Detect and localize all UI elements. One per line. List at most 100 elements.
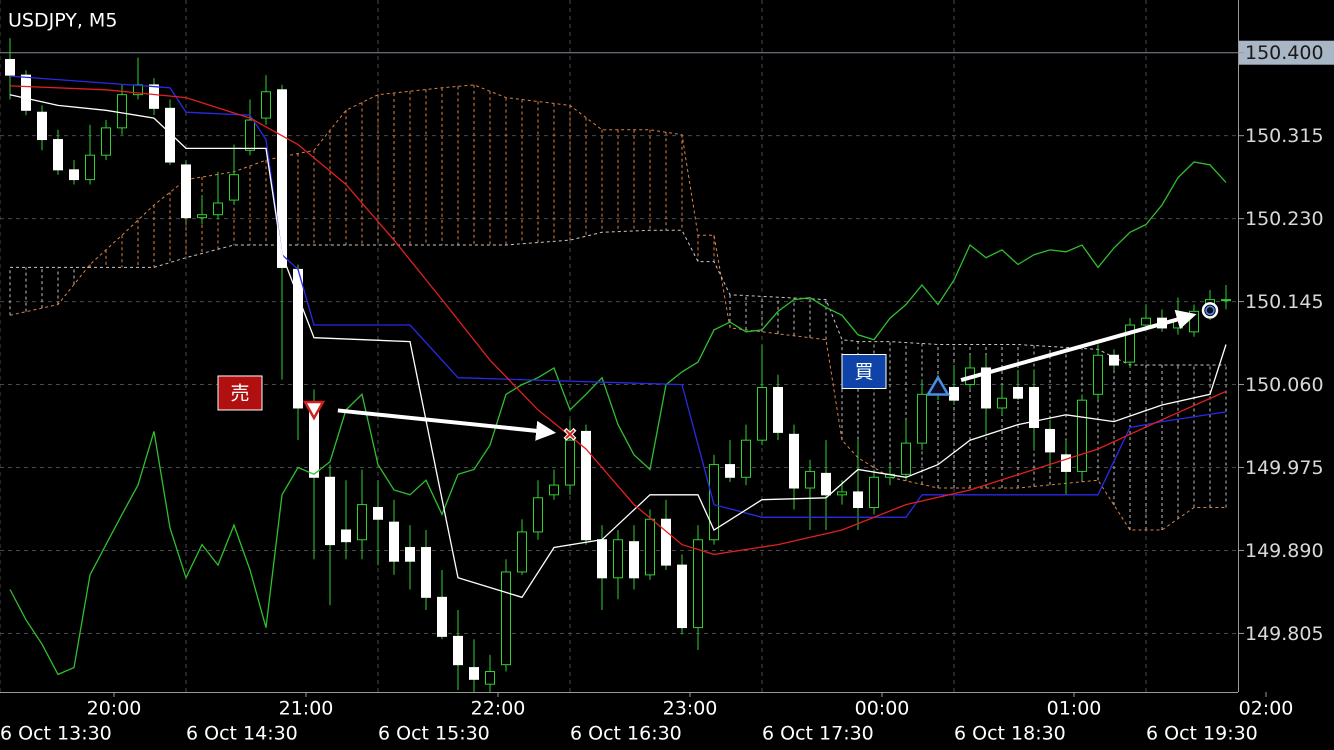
candle-body <box>357 504 367 541</box>
candle-body <box>181 164 191 219</box>
candle-body <box>597 539 607 579</box>
candle-body <box>405 547 415 562</box>
candle-body <box>277 89 287 268</box>
candle-body <box>901 442 911 475</box>
y-tick-label: 150.315 <box>1245 125 1324 147</box>
candle-body <box>853 491 863 509</box>
candle-body <box>373 507 383 520</box>
chart-title: USDJPY, M5 <box>8 10 117 32</box>
candle-body <box>837 491 847 496</box>
candle-body <box>949 386 959 401</box>
candle-body <box>1029 386 1039 428</box>
candle-body <box>21 74 31 111</box>
y-tick-label: 149.805 <box>1245 623 1324 645</box>
candle-body <box>517 531 527 573</box>
candle-body <box>549 484 559 496</box>
candle-body <box>981 367 991 409</box>
candle-body <box>485 671 495 685</box>
candle-body <box>1045 428 1055 453</box>
candle-body <box>805 470 815 489</box>
indicator-line <box>9 75 1227 518</box>
candle-body <box>613 539 623 579</box>
candle-body <box>917 393 927 444</box>
candle-body <box>741 439 751 478</box>
x-tick-label: 6 Oct 17:30 <box>762 723 874 745</box>
candle-body <box>1013 386 1023 399</box>
entry-marker <box>925 375 951 396</box>
candle-body <box>341 529 351 543</box>
x-tick-label: 01:00 <box>1047 698 1102 720</box>
candle-body <box>757 386 767 441</box>
candle-body <box>437 596 447 637</box>
x-tick-label: 00:00 <box>855 698 910 720</box>
candle-body <box>85 154 95 181</box>
candle-body <box>1061 454 1071 472</box>
x-tick-label: 21:00 <box>279 698 334 720</box>
y-tick-label: 150.060 <box>1245 374 1324 396</box>
candle-body <box>1093 354 1103 395</box>
y-tick-label: 150.145 <box>1245 291 1324 313</box>
candle-body <box>325 476 335 546</box>
trade-label: 買 <box>854 361 873 383</box>
candle-body <box>821 472 831 496</box>
candle-body <box>1077 399 1087 472</box>
exit-marker-inner <box>1205 305 1215 316</box>
candle-body <box>261 91 271 119</box>
candle-body <box>1125 324 1135 363</box>
x-tick-label: 6 Oct 14:30 <box>186 723 298 745</box>
candle-body <box>501 571 511 666</box>
candle-body <box>101 127 111 156</box>
x-tick-label: 6 Oct 16:30 <box>570 723 682 745</box>
candle-body <box>661 518 671 566</box>
indicator-line <box>9 85 1227 556</box>
y-tick-label: 150.400 <box>1245 42 1324 64</box>
candle-body <box>165 107 175 163</box>
plot-area: 売買 <box>5 38 1231 692</box>
candle-body <box>629 541 639 579</box>
x-tick-label: 6 Oct 19:30 <box>1146 723 1258 745</box>
candle-body <box>421 547 431 598</box>
x-tick-label: 22:00 <box>471 698 526 720</box>
candle-body <box>229 174 239 201</box>
trade-label-box <box>841 354 887 390</box>
candle-body <box>197 214 207 219</box>
trade-arrow <box>960 309 1197 382</box>
indicator-line <box>10 229 1226 366</box>
candle-body <box>1141 317 1151 326</box>
candle-body <box>293 268 303 409</box>
candle-body <box>149 84 159 109</box>
x-tick-label: 20:00 <box>87 698 142 720</box>
candle-body <box>581 430 591 541</box>
candle-body <box>773 386 783 433</box>
candle-body <box>53 139 63 171</box>
candle-body <box>997 397 1007 409</box>
candle-body <box>37 111 47 141</box>
candle-body <box>645 518 655 576</box>
candle-body <box>869 476 879 509</box>
candle-body <box>533 497 543 533</box>
candle-body <box>725 464 735 478</box>
exit-marker-inner <box>565 429 575 440</box>
indicator-line <box>9 94 1227 599</box>
candle-body <box>469 667 479 680</box>
indicator-line <box>9 84 1226 531</box>
candle-body <box>693 539 703 629</box>
candle-body <box>1109 354 1119 366</box>
candle-body <box>389 521 399 562</box>
candle-body <box>453 635 463 666</box>
exit-marker <box>1201 302 1219 319</box>
candle-body <box>565 439 575 486</box>
price-label-bg <box>1239 40 1334 65</box>
entry-marker <box>302 400 326 421</box>
candle-body <box>69 169 79 181</box>
candle-body <box>5 59 15 76</box>
x-tick-label: 6 Oct 18:30 <box>954 723 1066 745</box>
candle-body <box>1221 299 1231 302</box>
candle-body <box>245 119 255 151</box>
y-tick-label: 149.890 <box>1245 540 1324 562</box>
trade-label-box <box>217 375 263 411</box>
